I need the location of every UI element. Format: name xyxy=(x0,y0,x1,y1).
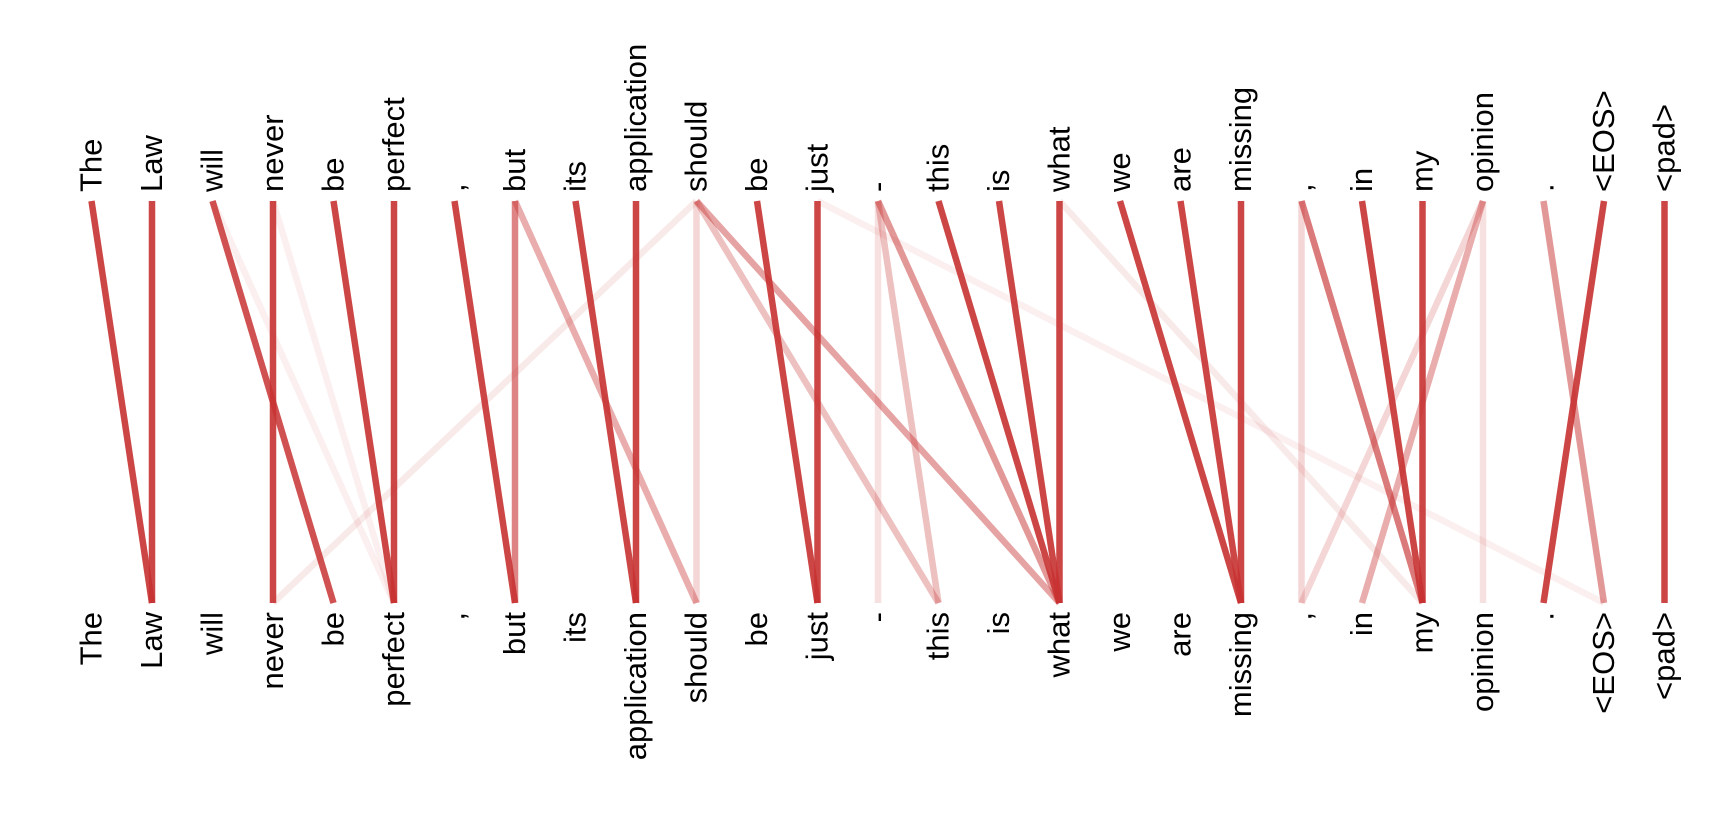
attention-link xyxy=(874,200,942,604)
source-token: be xyxy=(739,158,774,192)
source-token: never xyxy=(255,114,290,192)
attention-link xyxy=(269,200,398,604)
attention-link xyxy=(330,200,398,604)
target-token: be xyxy=(739,612,774,646)
attention-link xyxy=(995,200,1063,604)
source-token: <EOS> xyxy=(1586,90,1621,192)
target-token: . xyxy=(1526,612,1561,621)
attention-link xyxy=(270,198,699,606)
target-token: The xyxy=(74,612,109,665)
target-token: we xyxy=(1102,612,1137,653)
target-token: just xyxy=(800,612,835,662)
target-token: should xyxy=(679,612,714,703)
source-token: its xyxy=(558,161,593,192)
attention-link xyxy=(1540,200,1608,604)
target-token: , xyxy=(437,612,472,621)
source-token: we xyxy=(1102,152,1137,193)
source-token: will xyxy=(195,149,230,193)
source-token: missing xyxy=(1223,87,1258,192)
source-token: application xyxy=(618,44,653,192)
attention-link xyxy=(1298,200,1426,604)
source-token: . xyxy=(1526,183,1561,192)
source-token: just xyxy=(800,143,835,193)
links xyxy=(88,198,1668,606)
target-token: are xyxy=(1163,612,1198,657)
target-token: my xyxy=(1405,612,1440,654)
source-token: , xyxy=(1284,183,1319,192)
target-token: but xyxy=(497,612,532,655)
source-token: are xyxy=(1163,147,1198,192)
target-token: is xyxy=(981,612,1016,634)
target-token: , xyxy=(1284,612,1319,621)
attention-link xyxy=(1358,200,1487,604)
target-token: will xyxy=(195,612,230,656)
target-token: be xyxy=(316,612,351,646)
target-token: this xyxy=(921,612,956,660)
attention-link xyxy=(88,200,156,604)
attention-link xyxy=(1057,198,1425,606)
source-token: but xyxy=(497,149,532,192)
source-token: is xyxy=(981,170,1016,192)
target-token: in xyxy=(1344,612,1379,636)
source-token: this xyxy=(921,144,956,192)
attention-link xyxy=(1177,200,1245,604)
attention-link xyxy=(451,200,519,604)
attention-link xyxy=(753,200,821,604)
source-token: opinion xyxy=(1465,92,1500,192)
source-token: <pad> xyxy=(1647,104,1682,192)
source-token: , xyxy=(437,183,472,192)
attention-link xyxy=(1358,200,1426,604)
target-token: <EOS> xyxy=(1586,612,1621,714)
target-token: perfect xyxy=(376,612,411,707)
source-token: The xyxy=(74,139,109,192)
attention-link xyxy=(1298,199,1486,605)
source-token: in xyxy=(1344,168,1379,192)
target-token: Law xyxy=(134,611,169,668)
attention-link xyxy=(935,200,1063,604)
source-token: perfect xyxy=(376,97,411,192)
attention-link xyxy=(816,198,1606,606)
attention-link xyxy=(694,198,1062,606)
target-token: application xyxy=(618,612,653,760)
source-token: my xyxy=(1405,150,1440,192)
labels: TheTheLawLawwillwillneverneverbebeperfec… xyxy=(74,44,1682,760)
attention-link xyxy=(572,200,640,604)
attention-link xyxy=(875,199,1063,605)
source-token: Law xyxy=(134,135,169,192)
source-token: be xyxy=(316,158,351,192)
target-token: what xyxy=(1042,612,1077,679)
source-token: - xyxy=(860,182,895,192)
source-token: should xyxy=(679,101,714,192)
target-token: opinion xyxy=(1465,612,1500,712)
target-token: - xyxy=(860,612,895,622)
target-token: never xyxy=(255,612,290,690)
target-token: <pad> xyxy=(1647,612,1682,700)
attention-link xyxy=(209,199,397,605)
attention-link xyxy=(1116,200,1245,604)
target-token: its xyxy=(558,612,593,643)
target-token: missing xyxy=(1223,612,1258,717)
source-token: what xyxy=(1042,126,1077,193)
